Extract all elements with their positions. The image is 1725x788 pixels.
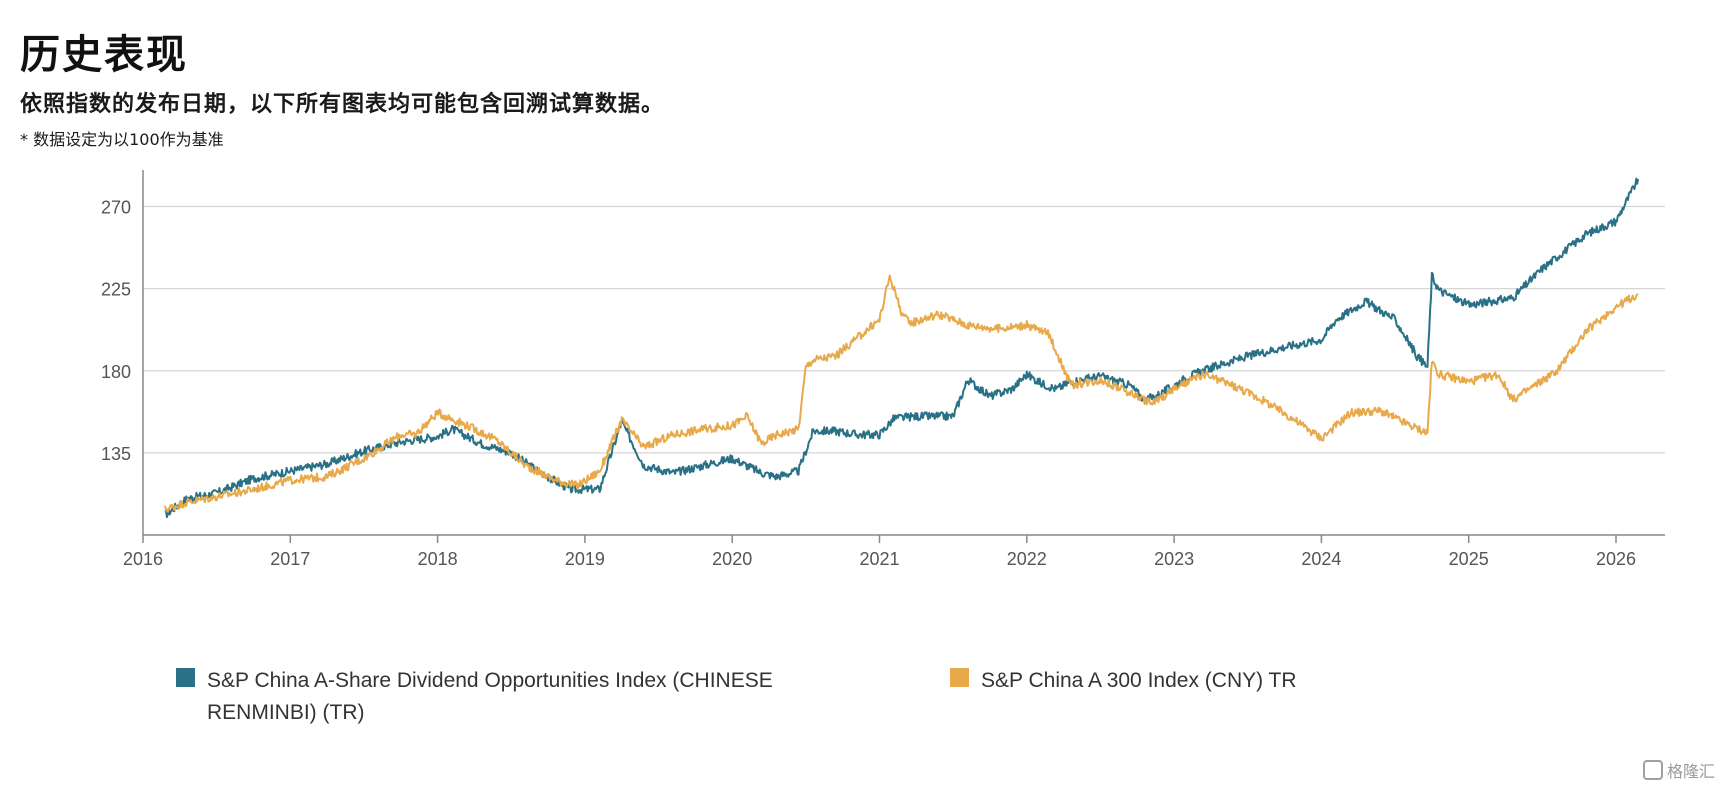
legend-swatch-teal — [176, 668, 195, 687]
page-subtitle: 依照指数的发布日期，以下所有图表均可能包含回溯试算数据。 — [20, 92, 665, 117]
x-tick-label: 2019 — [565, 549, 605, 569]
axes — [142, 170, 1665, 543]
y-tick-label: 225 — [101, 280, 131, 300]
x-tick-label: 2020 — [712, 549, 752, 569]
y-tick-label: 180 — [101, 362, 131, 382]
legend-item-a300: S&P China A 300 Index (CNY) TR — [950, 665, 1297, 697]
y-tick-labels: 135 180 225 270 — [101, 198, 131, 464]
line-chart: 135 180 225 270 2016 2017 2018 2019 2020 2021 202… — [101, 170, 1665, 569]
page-title: 历史表现 — [20, 32, 188, 78]
x-tick-label: 2022 — [1007, 549, 1047, 569]
x-tick-label: 2021 — [859, 549, 899, 569]
x-tick-label: 2018 — [418, 549, 458, 569]
base-note: * 数据设定为以100作为基准 — [20, 130, 224, 149]
x-tick-label: 2025 — [1449, 549, 1489, 569]
series-lines — [164, 177, 1640, 519]
y-tick-label: 135 — [101, 444, 131, 464]
watermark-text: 格隆汇 — [1666, 762, 1715, 781]
legend-item-dividend: S&P China A-Share Dividend Opportunities… — [176, 665, 867, 729]
x-tick-labels: 2016 2017 2018 2019 2020 2021 2022 2023 2024 2025… — [123, 549, 1636, 569]
grid-lines — [143, 205, 1665, 454]
x-tick-label: 2026 — [1596, 549, 1636, 569]
watermark-logo-icon — [1642, 760, 1663, 780]
x-tick-label: 2017 — [270, 549, 310, 569]
legend-label-a300: S&P China A 300 Index (CNY) TR — [981, 669, 1297, 692]
y-tick-label: 270 — [101, 198, 131, 218]
series-line-0 — [164, 177, 1640, 519]
x-tick-label: 2023 — [1154, 549, 1194, 569]
legend-label-dividend: S&P China A-Share Dividend Opportunities… — [207, 669, 773, 724]
watermark: 格隆汇 — [1642, 758, 1715, 782]
legend-swatch-orange — [950, 668, 969, 687]
x-tick-label: 2024 — [1301, 549, 1341, 569]
series-line-1 — [164, 274, 1639, 513]
x-tick-label: 2016 — [123, 549, 163, 569]
